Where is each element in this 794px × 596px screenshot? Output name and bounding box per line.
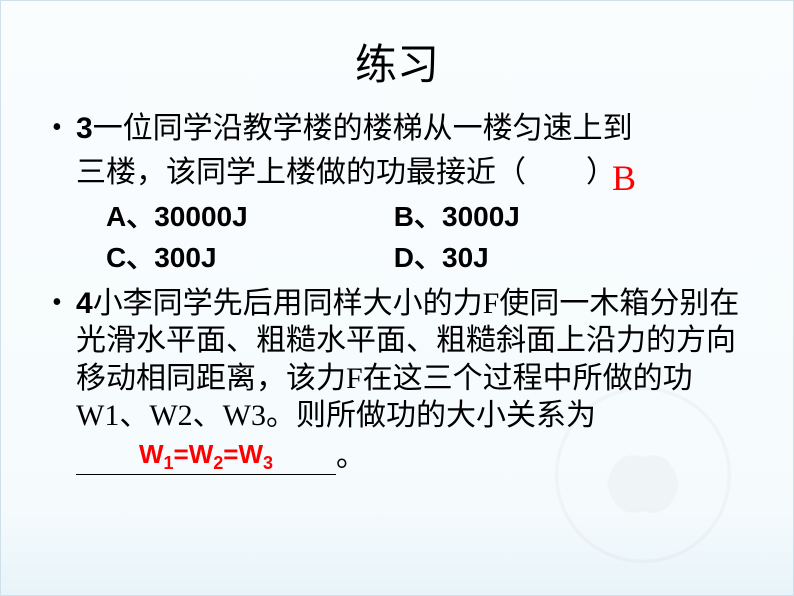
q4-text: 4小李同学先后用同样大小的力F使同一木箱分别在光滑水平面、粗糙水平面、粗糙斜面上…: [76, 287, 739, 473]
option-d: D、30J: [394, 242, 489, 273]
question-4: 4小李同学先后用同样大小的力F使同一木箱分别在光滑水平面、粗糙水平面、粗糙斜面上…: [46, 285, 748, 476]
content-area: 3一位同学沿教学楼的楼梯从一楼匀速上到 三楼，该同学上楼做的功最接近（ ）B A…: [46, 110, 748, 475]
option-a: A、30000J: [106, 199, 386, 234]
q3-options: A、30000J B、3000J C、300J D、30J: [46, 199, 748, 275]
options-row-1: A、30000J B、3000J: [106, 199, 748, 234]
options-row-2: C、300J D、30J: [106, 240, 748, 275]
slide-title: 练习: [46, 31, 748, 92]
slide-container: 练习 3一位同学沿教学楼的楼梯从一楼匀速上到 三楼，该同学上楼做的功最接近（ ）…: [1, 1, 793, 509]
question-3: 3一位同学沿教学楼的楼梯从一楼匀速上到 三楼，该同学上楼做的功最接近（ ）B: [46, 110, 748, 193]
q4-blank: W1=W2=W3: [76, 435, 336, 476]
option-b: B、3000J: [394, 201, 520, 232]
option-c: C、300J: [106, 240, 386, 275]
q3-answer: B: [612, 158, 636, 198]
q3-line2: 三楼，该同学上楼做的功最接近（ ）B: [76, 156, 640, 189]
q3-line1: 3一位同学沿教学楼的楼梯从一楼匀速上到: [76, 112, 633, 145]
q4-answer: W1=W2=W3: [139, 439, 273, 469]
